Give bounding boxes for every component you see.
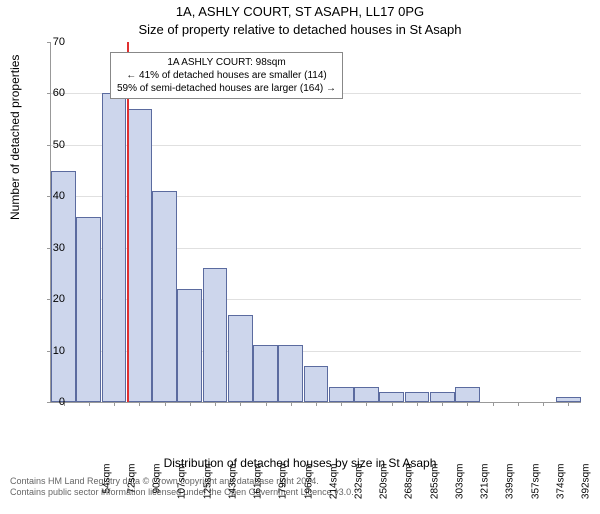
xtick-mark (291, 402, 292, 406)
xtick-label: 196sqm (303, 464, 314, 514)
xtick-mark (543, 402, 544, 406)
ytick-label: 60 (35, 87, 65, 99)
bar (76, 217, 101, 402)
xtick-label: 374sqm (555, 464, 566, 514)
bar (228, 315, 253, 402)
xtick-label: 232sqm (354, 464, 365, 514)
xtick-label: 179sqm (278, 464, 289, 514)
xtick-mark (190, 402, 191, 406)
xtick-mark (493, 402, 494, 406)
bar (177, 289, 202, 402)
annotation-box: 1A ASHLY COURT: 98sqm← 41% of detached h… (110, 52, 343, 99)
bar (51, 171, 76, 402)
footer-line-1: Contains HM Land Registry data © Crown c… (10, 476, 590, 487)
ytick-label: 70 (35, 36, 65, 48)
bar (430, 392, 455, 402)
xtick-mark (316, 402, 317, 406)
xtick-mark (89, 402, 90, 406)
footer-attribution: Contains HM Land Registry data © Crown c… (10, 476, 590, 498)
xtick-label: 339sqm (505, 464, 516, 514)
xtick-label: 107sqm (177, 464, 188, 514)
xtick-mark (417, 402, 418, 406)
bar (354, 387, 379, 402)
bar (329, 387, 354, 402)
y-axis-label: Number of detached properties (8, 55, 22, 220)
xtick-label: 392sqm (581, 464, 592, 514)
bar (455, 387, 480, 402)
bar (278, 345, 303, 402)
xtick-label: 143sqm (227, 464, 238, 514)
chart-title-description: Size of property relative to detached ho… (0, 22, 600, 37)
xtick-label: 321sqm (480, 464, 491, 514)
bar (152, 191, 177, 402)
annotation-line-1: 1A ASHLY COURT: 98sqm (117, 56, 336, 69)
ytick-label: 0 (35, 396, 65, 408)
xtick-label: 161sqm (253, 464, 264, 514)
chart-container: 1A, ASHLY COURT, ST ASAPH, LL17 0PG Size… (0, 0, 600, 500)
xtick-label: 90sqm (152, 464, 163, 514)
xtick-mark (165, 402, 166, 406)
xtick-label: 72sqm (126, 464, 137, 514)
bar (405, 392, 430, 402)
ytick-label: 50 (35, 139, 65, 151)
footer-line-2: Contains public sector information licen… (10, 487, 590, 498)
xtick-mark (114, 402, 115, 406)
bar (203, 268, 228, 402)
xtick-mark (442, 402, 443, 406)
xtick-label: 54sqm (101, 464, 112, 514)
ytick-label: 40 (35, 190, 65, 202)
chart-title-address: 1A, ASHLY COURT, ST ASAPH, LL17 0PG (0, 4, 600, 19)
xtick-label: 357sqm (530, 464, 541, 514)
xtick-mark (266, 402, 267, 406)
xtick-mark (215, 402, 216, 406)
bar (304, 366, 329, 402)
xtick-mark (467, 402, 468, 406)
ytick-label: 10 (35, 345, 65, 357)
annotation-line-3: 59% of semi-detached houses are larger (… (117, 82, 336, 95)
ytick-label: 30 (35, 242, 65, 254)
xtick-mark (392, 402, 393, 406)
bar (253, 345, 278, 402)
xtick-label: 285sqm (429, 464, 440, 514)
annotation-line-2: ← 41% of detached houses are smaller (11… (117, 69, 336, 82)
xtick-label: 125sqm (202, 464, 213, 514)
xtick-mark (518, 402, 519, 406)
xtick-label: 214sqm (328, 464, 339, 514)
xtick-label: 303sqm (454, 464, 465, 514)
xtick-mark (341, 402, 342, 406)
xtick-mark (366, 402, 367, 406)
xtick-mark (240, 402, 241, 406)
xtick-mark (139, 402, 140, 406)
bar (102, 93, 127, 402)
xtick-label: 250sqm (379, 464, 390, 514)
bar (127, 109, 152, 402)
bar (379, 392, 404, 402)
xtick-mark (568, 402, 569, 406)
xtick-label: 268sqm (404, 464, 415, 514)
ytick-label: 20 (35, 293, 65, 305)
